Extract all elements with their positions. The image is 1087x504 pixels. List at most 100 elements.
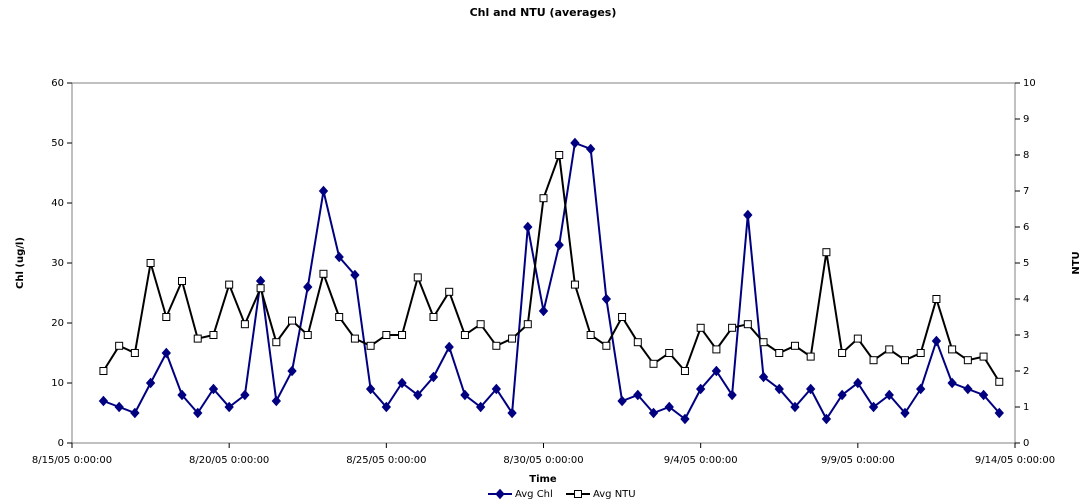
data-point [900,407,910,419]
data-point [288,316,297,325]
data-point [617,395,627,407]
data-point [334,251,344,263]
data-point [633,338,642,347]
series-line [102,154,1001,383]
data-point [178,277,187,285]
data-point [932,295,941,303]
x-tick-label: 8/25/05 0:00:00 [346,455,426,466]
data-point [491,383,502,395]
data-point [838,349,847,357]
data-point [884,389,894,401]
data-point [303,331,312,339]
data-point [303,281,313,293]
data-point [900,356,909,365]
data-point [948,345,957,354]
x-tick-label: 9/4/05 0:00:00 [664,455,738,466]
y-tick-label: 50 [51,138,64,149]
x-tick-label: 9/9/05 0:00:00 [821,455,895,466]
legend-label: Avg NTU [593,489,636,500]
x-tick-label: 8/20/05 0:00:00 [189,455,269,466]
y2-tick-label: 0 [1023,438,1029,449]
data-point [680,367,689,375]
legend-marker [495,488,505,500]
y-axis-title: Chl (ug/l) [15,237,26,289]
data-point [618,313,627,321]
data-point [931,335,942,347]
data-point [365,383,376,395]
y2-tick-label: 5 [1023,258,1029,269]
data-point [916,383,926,395]
data-point [994,407,1004,419]
data-point [853,334,862,343]
data-point [664,401,674,413]
data-point [539,194,548,203]
data-point [208,383,219,395]
y2-tick-label: 2 [1023,366,1029,377]
data-point [695,383,706,395]
data-point [99,367,108,375]
data-point [413,273,422,282]
y-tick-label: 60 [51,78,64,89]
data-point [775,349,784,357]
x-tick-label: 9/14/05 0:00:00 [975,455,1055,466]
data-point [585,143,596,155]
y2-axis-title: NTU [1071,251,1082,274]
data-point [963,356,972,365]
data-point [712,345,721,354]
data-point [821,413,832,425]
data-point [146,259,155,267]
data-point [114,401,124,413]
data-point [209,331,218,339]
data-point [570,280,579,289]
data-point [633,389,643,401]
data-point [555,151,564,159]
data-point [853,377,863,389]
data-point [806,383,816,395]
data-point [790,401,800,413]
data-point [428,371,439,383]
y-tick-label: 40 [51,198,64,209]
data-point [790,341,799,350]
data-point [979,352,988,361]
data-point [382,331,391,339]
data-point [319,269,328,278]
data-point [177,389,187,401]
data-point [947,377,957,389]
data-point [272,338,281,347]
data-point [727,389,737,401]
data-point [743,320,752,329]
y2-tick-label: 6 [1023,222,1029,233]
data-point [287,365,297,377]
data-point [240,320,249,329]
data-point [445,287,454,296]
data-point [460,331,469,339]
data-point [130,349,139,357]
data-point [115,341,124,350]
data-point [649,359,658,368]
data-point [869,356,878,365]
data-point [240,389,250,401]
data-point [162,313,171,321]
data-point [444,341,454,353]
data-point [335,313,344,321]
data-point [398,331,407,339]
data-point [774,383,784,395]
data-point [507,407,517,419]
data-point [523,320,532,329]
data-point [728,323,737,332]
data-point [145,377,156,389]
data-point [758,371,769,383]
data-point [508,334,517,343]
data-point [743,209,753,221]
data-point [318,185,329,197]
data-point [759,338,768,347]
y2-tick-label: 10 [1023,78,1036,89]
data-point [696,323,705,332]
data-point [538,305,549,317]
legend-marker [574,490,582,498]
data-point [98,395,109,407]
data-point [429,313,438,321]
data-point [680,413,690,425]
y-tick-label: 0 [58,438,64,449]
